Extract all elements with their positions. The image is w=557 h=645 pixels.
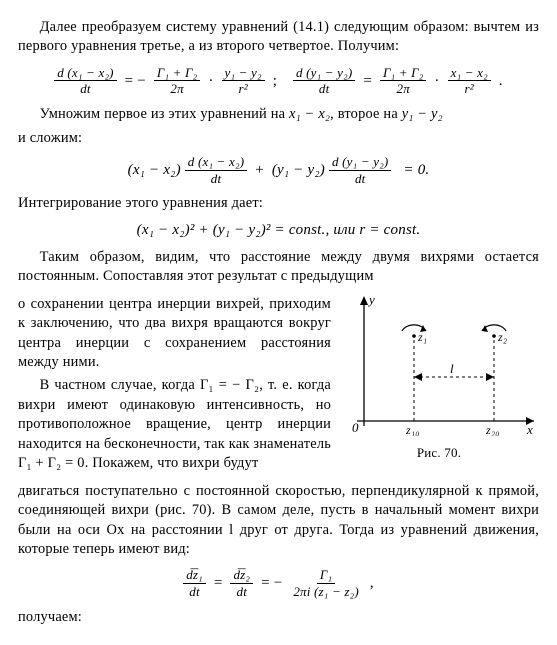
para-7: двигаться поступательно с постоянной ско…	[18, 482, 539, 560]
equation-4: d͞z₁dt = d͞z₂dt = − Γ₁2πi (z₁ − z₂) ,	[18, 565, 539, 599]
figure-70: y x 0 z₁ z₁₀ z₂ z₂₀ l	[339, 291, 539, 436]
para-6: В частном случае, когда Γ₁ = − Γ₂, т. е.…	[18, 376, 331, 473]
figure-caption: Рис. 70.	[339, 444, 539, 462]
equation-3: (x₁ − x₂)² + (y₁ − y₂)² = const., или r …	[18, 220, 539, 240]
axis-x-label: x	[526, 422, 533, 436]
z2-top-label: z₂	[497, 330, 507, 344]
para-2a: Умножим первое из этих уравнений на	[40, 106, 289, 122]
para-5: о сохранении центра инерции вихрей, прих…	[18, 295, 331, 373]
z20-label: z₂₀	[485, 423, 500, 436]
equation-1: d (x₁ − x₂)dt = − Γ₁ + Γ₂2π · y₁ − y₂r² …	[18, 63, 539, 97]
para-2: Умножим первое из этих уравнений на x₁ −…	[18, 105, 539, 124]
para-2b: , второе на	[330, 106, 402, 122]
l-label: l	[450, 361, 454, 376]
z1-top-label: z₁	[417, 330, 427, 344]
z10-label: z₁₀	[405, 423, 420, 436]
para-4: Таким образом, видим, что расстояние меж…	[18, 248, 539, 287]
axis-y-label: y	[367, 292, 375, 307]
equation-2: (x₁ − x₂) d (x₁ − x₂)dt + (y₁ − y₂) d (y…	[18, 154, 539, 186]
para-1: Далее преобразуем систему уравнений (14.…	[18, 18, 539, 57]
text-figure-row: о сохранении центра инерции вихрей, прих…	[18, 291, 539, 478]
para-2c: и сложим:	[18, 129, 539, 148]
para-3: Интегрирование этого уравнения дает:	[18, 194, 539, 213]
para-8: получаем:	[18, 608, 539, 627]
origin-label: 0	[352, 420, 359, 435]
